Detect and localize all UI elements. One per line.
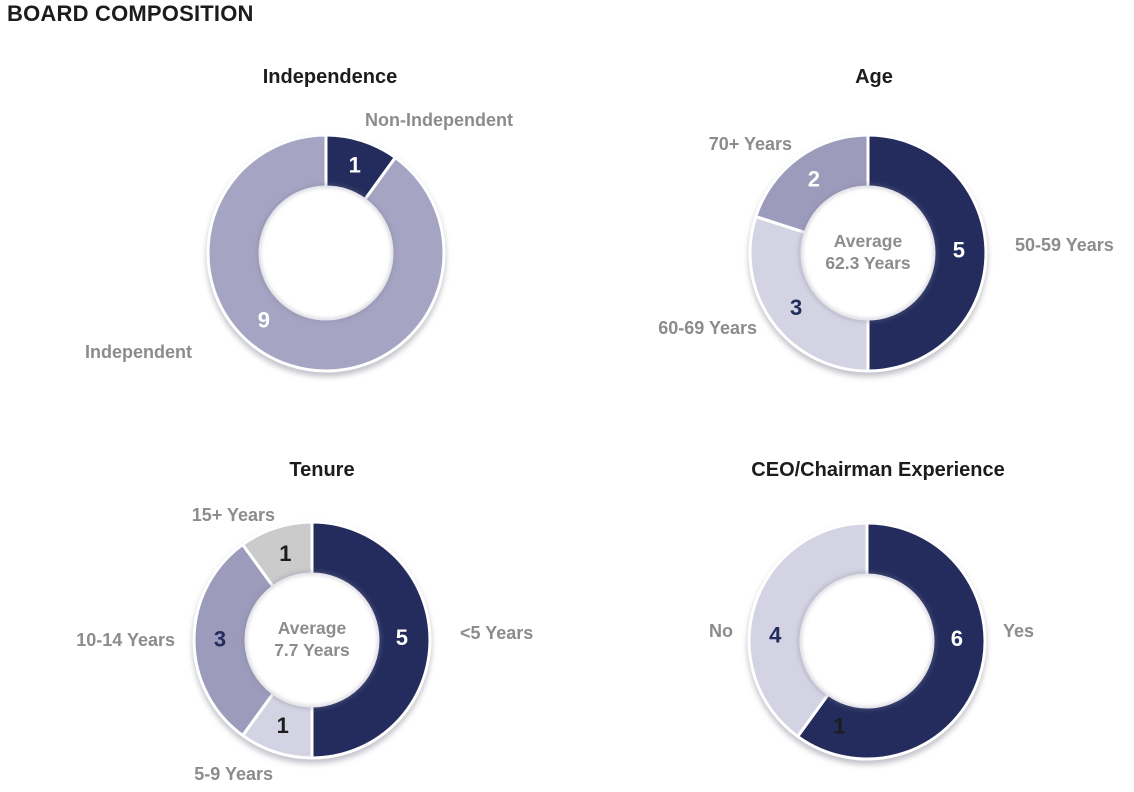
segment-value: 3 [790,295,802,320]
donut-hole [801,575,933,707]
segment-label-50-59-years: 50-59 Years [1015,235,1114,255]
center-text-line2: 62.3 Years [825,253,911,273]
donut-hole [260,187,392,319]
segment-value: 1 [279,541,291,566]
segment-label-5-years: <5 Years [460,623,534,643]
segment-value: 9 [258,308,270,333]
segment-50-59-years [866,133,988,373]
segment-value: 5 [396,625,408,650]
donut-chart-age: 5 3 2 [748,133,988,373]
chart-title-ceo-chairman-experience: CEO/Chairman Experience [751,459,1005,481]
segment-label-10-14-years: 10-14 Years [76,630,175,650]
center-text-line2: 7.7 Years [274,640,350,660]
segment-label-5-9-years: 5-9 Years [194,764,273,784]
chart-title-tenure: Tenure [289,459,355,481]
segment-value: 3 [214,626,226,651]
donut-hole-shadow [243,571,381,709]
segment-label-independent: Independent [85,342,192,362]
segment-value: 4 [769,623,782,648]
donut-chart-ceo-chairman-experience: 6 1 4 [747,521,987,761]
donut-hole-shadow [798,572,936,710]
donut-hole-shadow [257,184,395,322]
page-title: BOARD COMPOSITION [7,1,254,26]
donut-hole [802,187,934,319]
segment-label-no: No [709,621,733,641]
segment-label-yes: Yes [1003,621,1035,641]
segment-5-years [310,520,432,760]
segment-value: 5 [953,238,965,263]
segment-value: 1 [349,153,361,178]
chart-title-age: Age [855,66,893,88]
chart-center-text-tenure: Average 7.7 Years [242,617,382,661]
donut-chart-independence: 19 [206,133,446,373]
center-text-line1: Average [277,618,347,638]
donut-hole [246,574,378,706]
chart-center-text-age: Average 62.3 Years [798,230,938,274]
donut-chart-tenure: 5 1 3 1 [192,520,432,760]
segment-label-60-69-years: 60-69 Years [658,318,757,338]
segment-value: 1 [277,713,289,738]
segment-value: 6 [951,626,963,651]
chart-title-independence: Independence [262,66,398,88]
segment-70-years [754,133,870,235]
segment-label-non-independent: Non-Independent [365,110,513,130]
donut-hole-shadow [799,184,937,322]
segment-label-15-years: 15+ Years [191,505,275,525]
center-text-line1: Average [833,231,903,251]
segment-value: 1 [833,714,845,739]
segment-label-70-years: 70+ Years [708,134,792,154]
segment-value: 2 [808,167,820,192]
